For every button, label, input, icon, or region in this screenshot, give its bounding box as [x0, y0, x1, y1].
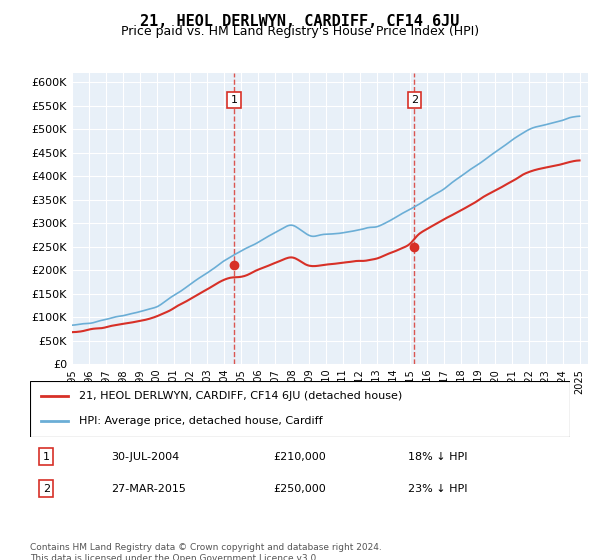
- Text: 1: 1: [230, 95, 238, 105]
- Text: Price paid vs. HM Land Registry's House Price Index (HPI): Price paid vs. HM Land Registry's House …: [121, 25, 479, 38]
- Text: 30-JUL-2004: 30-JUL-2004: [111, 451, 179, 461]
- Text: 27-MAR-2015: 27-MAR-2015: [111, 484, 186, 494]
- Text: Contains HM Land Registry data © Crown copyright and database right 2024.
This d: Contains HM Land Registry data © Crown c…: [30, 543, 382, 560]
- Text: 2: 2: [411, 95, 418, 105]
- Text: 18% ↓ HPI: 18% ↓ HPI: [408, 451, 467, 461]
- Text: £210,000: £210,000: [273, 451, 326, 461]
- Text: 1: 1: [43, 451, 50, 461]
- Text: 21, HEOL DERLWYN, CARDIFF, CF14 6JU (detached house): 21, HEOL DERLWYN, CARDIFF, CF14 6JU (det…: [79, 391, 402, 402]
- FancyBboxPatch shape: [30, 381, 570, 437]
- Text: HPI: Average price, detached house, Cardiff: HPI: Average price, detached house, Card…: [79, 416, 322, 426]
- Text: 21, HEOL DERLWYN, CARDIFF, CF14 6JU: 21, HEOL DERLWYN, CARDIFF, CF14 6JU: [140, 14, 460, 29]
- Text: £250,000: £250,000: [273, 484, 326, 494]
- Text: 2: 2: [43, 484, 50, 494]
- Text: 23% ↓ HPI: 23% ↓ HPI: [408, 484, 467, 494]
